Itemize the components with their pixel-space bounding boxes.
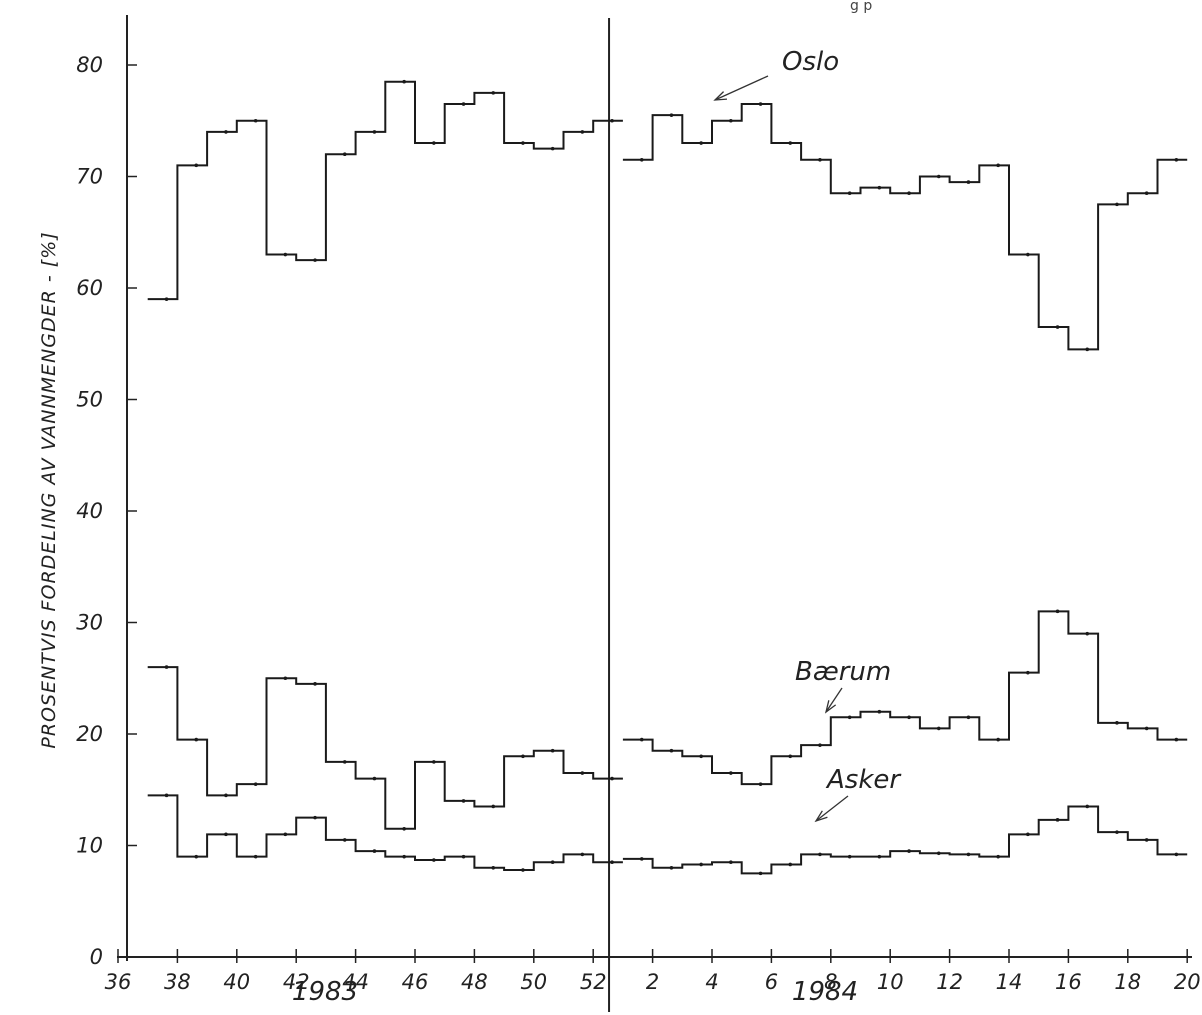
x-tick-label: 14 [996, 970, 1023, 994]
top-partial-text: g p [850, 0, 872, 14]
series-line-asker-1983 [147, 794, 623, 872]
annotation-arrow [825, 687, 843, 713]
x-tick-label: 36 [105, 970, 132, 994]
series-label-baerum: Bærum [795, 657, 891, 687]
series-line-baerum-1984 [622, 610, 1188, 786]
series-line-baerum-1983 [147, 666, 623, 830]
axes [117, 15, 1192, 1012]
y-tick-label: 70 [76, 165, 103, 189]
annotation-arrow [815, 795, 849, 822]
series-line-oslo-1984 [622, 103, 1188, 351]
x-tick-label: 12 [936, 970, 963, 994]
x-tick-label: 16 [1055, 970, 1082, 994]
x-tick-label: 4 [705, 970, 718, 994]
y-tick-label: 60 [76, 276, 103, 300]
x-tick-label: 42 [283, 970, 310, 994]
annotation-arrow [714, 75, 769, 101]
x-tick-label: 46 [402, 970, 429, 994]
y-tick-label: 40 [76, 499, 103, 523]
x-tick-label: 52 [580, 970, 607, 994]
series-line-asker-1984 [622, 805, 1188, 875]
y-tick-label: 10 [76, 834, 103, 858]
annotation-arrow-head [824, 700, 837, 714]
x-tick-label: 6 [765, 970, 778, 994]
series-label-asker: Asker [825, 765, 902, 795]
series-baerum [147, 609, 1188, 831]
x-tick-label: 10 [877, 970, 904, 994]
x-tick-label: 8 [824, 970, 837, 994]
series-label-oslo: Oslo [782, 47, 839, 77]
x-tick-label: 18 [1114, 970, 1141, 994]
y-tick-label: 30 [76, 611, 103, 635]
y-axis-label: PROSENTVIS FORDELING AV VANNMENGDER - [%… [38, 231, 60, 748]
y-tick-label: 0 [90, 945, 103, 969]
series-asker [147, 793, 1188, 876]
y-tick-label: 20 [76, 722, 103, 746]
x-tick-label: 38 [164, 970, 191, 994]
x-tick-label: 48 [461, 970, 488, 994]
y-tick-label: 80 [76, 53, 103, 77]
x-tick-label: 2 [646, 970, 659, 994]
series-oslo [147, 79, 1188, 352]
x-tick-label: 20 [1174, 970, 1201, 994]
annotation-arrow-head [814, 810, 828, 823]
x-tick-label: 44 [342, 970, 369, 994]
annotation-arrow-head [713, 91, 728, 101]
year-label-1984: 1984 [792, 977, 858, 1007]
year-label-1983: 1983 [292, 977, 358, 1007]
series-line-oslo-1983 [147, 80, 623, 301]
x-tick-label: 40 [223, 970, 250, 994]
x-tick-label: 50 [520, 970, 547, 994]
series-layer [147, 79, 1188, 876]
y-tick-label: 50 [76, 388, 103, 412]
